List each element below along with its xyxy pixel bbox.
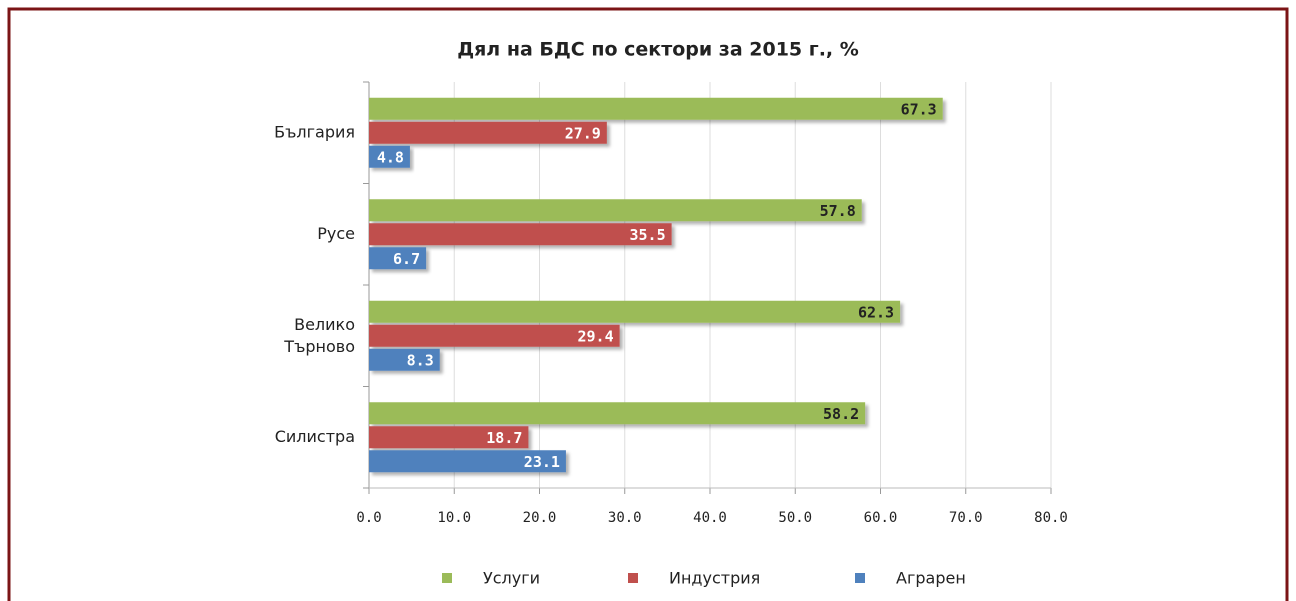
bar [369,223,672,246]
data-label: 18.7 [486,429,522,447]
bar [369,199,862,222]
data-label: 35.5 [630,226,666,244]
y-tick-label: Русе [317,224,355,243]
x-tick-label: 0.0 [356,510,381,526]
data-label: 27.9 [565,124,601,142]
x-tick-label: 20.0 [523,510,557,526]
bar [369,145,410,168]
x-tick-label: 30.0 [608,510,642,526]
bar [369,300,901,323]
chart-title: Дял на БДС по сектори за 2015 г., % [457,39,859,61]
y-tick-label: Силистра [275,427,355,446]
legend-label: Услуги [483,569,540,588]
data-label: 57.8 [820,202,856,220]
bar [369,324,620,347]
y-tick-label: Велико Търново [283,314,355,355]
bar [369,121,607,144]
x-tick-label: 80.0 [1034,510,1068,526]
x-tick-label: 60.0 [864,510,898,526]
data-label: 62.3 [858,303,894,321]
legend-swatch [442,573,452,583]
bar [369,247,427,270]
x-tick-label: 10.0 [437,510,471,526]
data-label: 6.7 [393,250,420,268]
bar [369,348,440,371]
x-tick-label: 70.0 [949,510,983,526]
data-label: 29.4 [578,327,614,345]
bar [369,402,866,425]
data-label: 58.2 [823,405,859,423]
x-tick-label: 40.0 [693,510,727,526]
x-tick-label: 50.0 [778,510,812,526]
legend-label: Индустрия [669,569,760,588]
data-label: 23.1 [524,453,560,471]
bar [369,450,566,473]
bar [369,97,943,120]
data-label: 4.8 [377,148,404,166]
data-label: 8.3 [407,351,434,369]
legend-label: Аграрен [896,569,966,588]
y-tick-label: България [274,122,355,141]
legend-swatch [628,573,638,583]
legend-swatch [855,573,865,583]
data-label: 67.3 [901,100,937,118]
bar [369,426,529,449]
frame [7,7,1289,601]
